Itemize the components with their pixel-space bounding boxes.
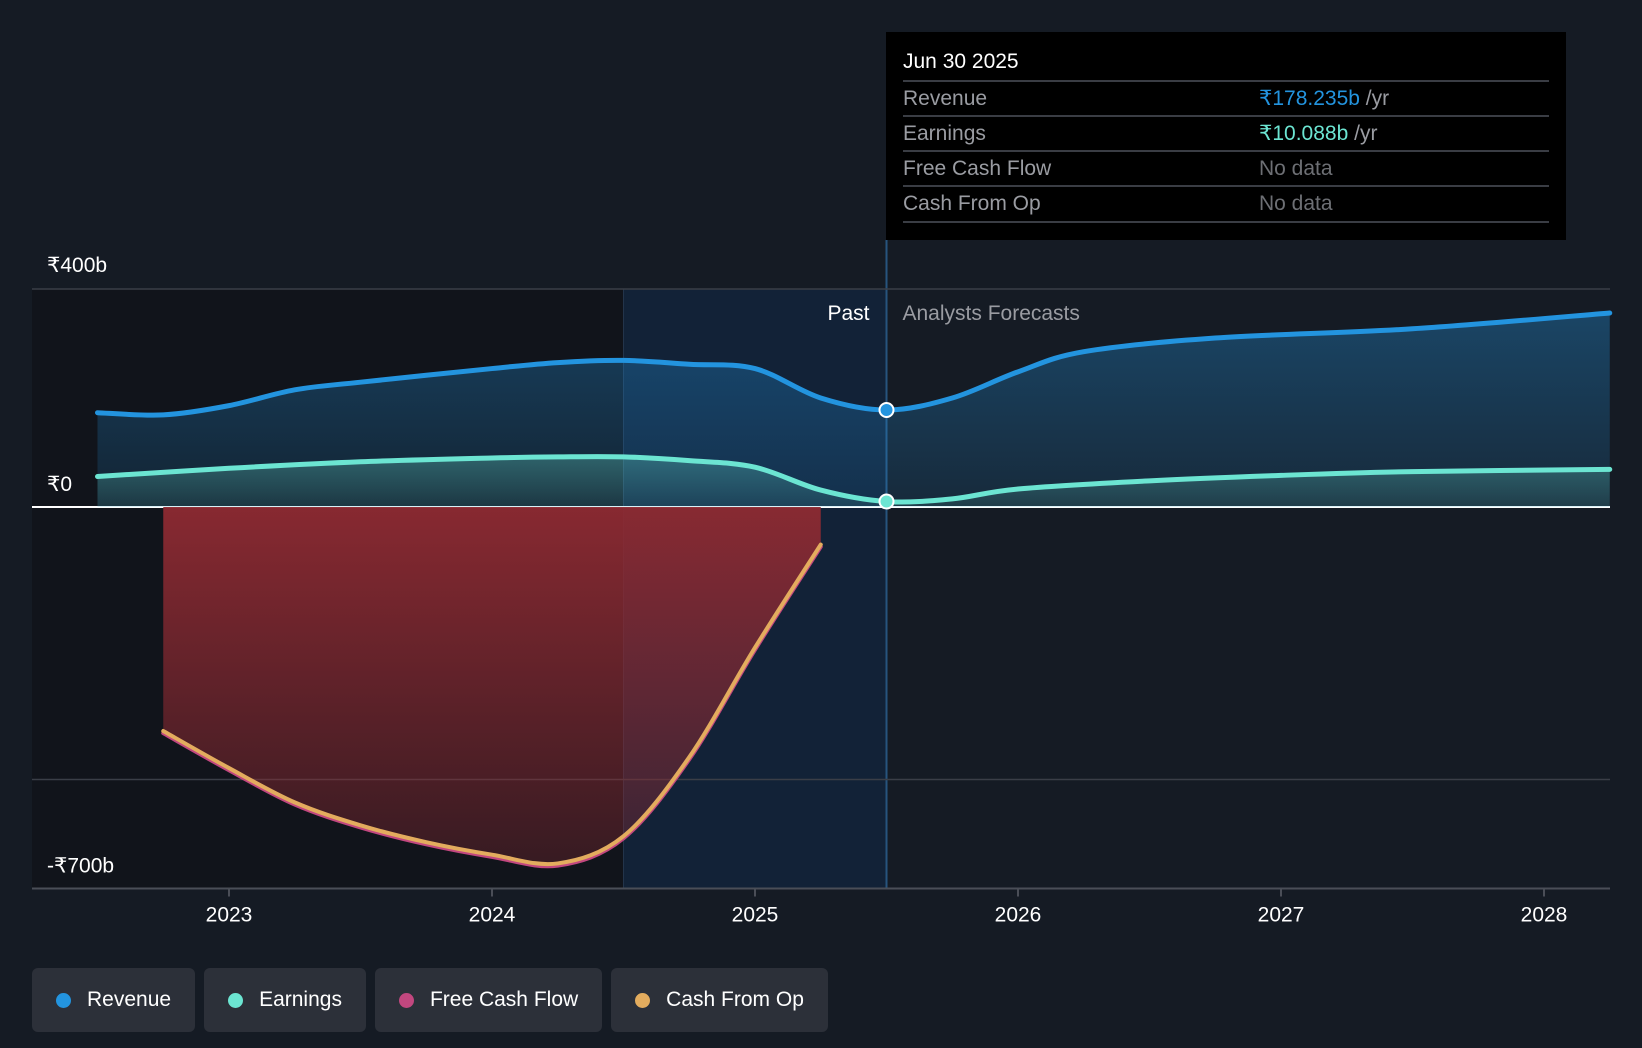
revenue-marker	[878, 401, 895, 418]
x-tick-label: 2023	[206, 904, 253, 927]
unit: /yr	[1348, 122, 1378, 145]
tooltip-row-cfo: Cash From Op No data	[903, 185, 1549, 221]
past-label: Past	[827, 302, 869, 325]
x-tick-label: 2028	[1521, 904, 1568, 927]
legend-label: Cash From Op	[666, 988, 804, 1011]
tooltip-row-revenue: Revenue ₹178.235b /yr	[903, 80, 1549, 116]
tooltip-label: Revenue	[903, 87, 988, 110]
earnings-area	[97, 456, 1610, 507]
tooltip-value: ₹10.088b /yr	[1259, 117, 1377, 151]
divider	[903, 221, 1549, 223]
x-tick-label: 2026	[995, 904, 1042, 927]
earnings-value: ₹10.088b	[1259, 122, 1349, 145]
earnings-marker	[878, 493, 895, 510]
x-tick-label: 2024	[469, 904, 516, 927]
revenue-line	[95, 310, 1613, 418]
tooltip-label: Free Cash Flow	[903, 157, 1052, 180]
x-tick-label: 2025	[732, 904, 779, 927]
legend-label: Earnings	[259, 988, 342, 1011]
y-tick-label: -₹700b	[47, 855, 114, 878]
legend-revenue[interactable]: Revenue	[32, 968, 196, 1032]
dot-icon	[56, 992, 71, 1008]
tooltip-row-fcf: Free Cash Flow No data	[903, 150, 1549, 186]
revenue-value: ₹178.235b	[1259, 87, 1360, 110]
forecast-label: Analysts Forecasts	[903, 302, 1080, 325]
dot-icon	[635, 992, 651, 1008]
tooltip-value: ₹178.235b /yr	[1259, 82, 1389, 116]
unit: /yr	[1359, 87, 1390, 110]
legend-cash-from-op[interactable]: Cash From Op	[611, 968, 828, 1032]
cash-from-op-line	[161, 542, 823, 867]
legend-label: Revenue	[87, 988, 172, 1011]
tooltip-label: Cash From Op	[903, 192, 1041, 215]
y-tick-label: ₹400b	[47, 254, 107, 277]
legend: Revenue Earnings Free Cash Flow Cash Fro…	[32, 968, 828, 1032]
tooltip: Jun 30 2025 Revenue ₹178.235b /yr Earnin…	[886, 32, 1566, 240]
y-tick-label: ₹0	[47, 473, 72, 496]
tooltip-row-earnings: Earnings ₹10.088b /yr	[903, 115, 1549, 151]
x-tick-label: 2027	[1258, 904, 1305, 927]
dot-icon	[398, 992, 414, 1008]
earnings-line	[95, 454, 1613, 505]
dot-icon	[228, 992, 244, 1008]
tooltip-label: Earnings	[903, 122, 986, 145]
tooltip-value: No data	[1259, 157, 1333, 180]
free-cash-flow-area	[163, 507, 821, 867]
legend-free-cash-flow[interactable]: Free Cash Flow	[374, 968, 603, 1032]
legend-earnings[interactable]: Earnings	[204, 968, 366, 1032]
legend-label: Free Cash Flow	[429, 988, 579, 1011]
tooltip-date: Jun 30 2025	[903, 50, 1019, 73]
tooltip-value: No data	[1259, 192, 1333, 215]
